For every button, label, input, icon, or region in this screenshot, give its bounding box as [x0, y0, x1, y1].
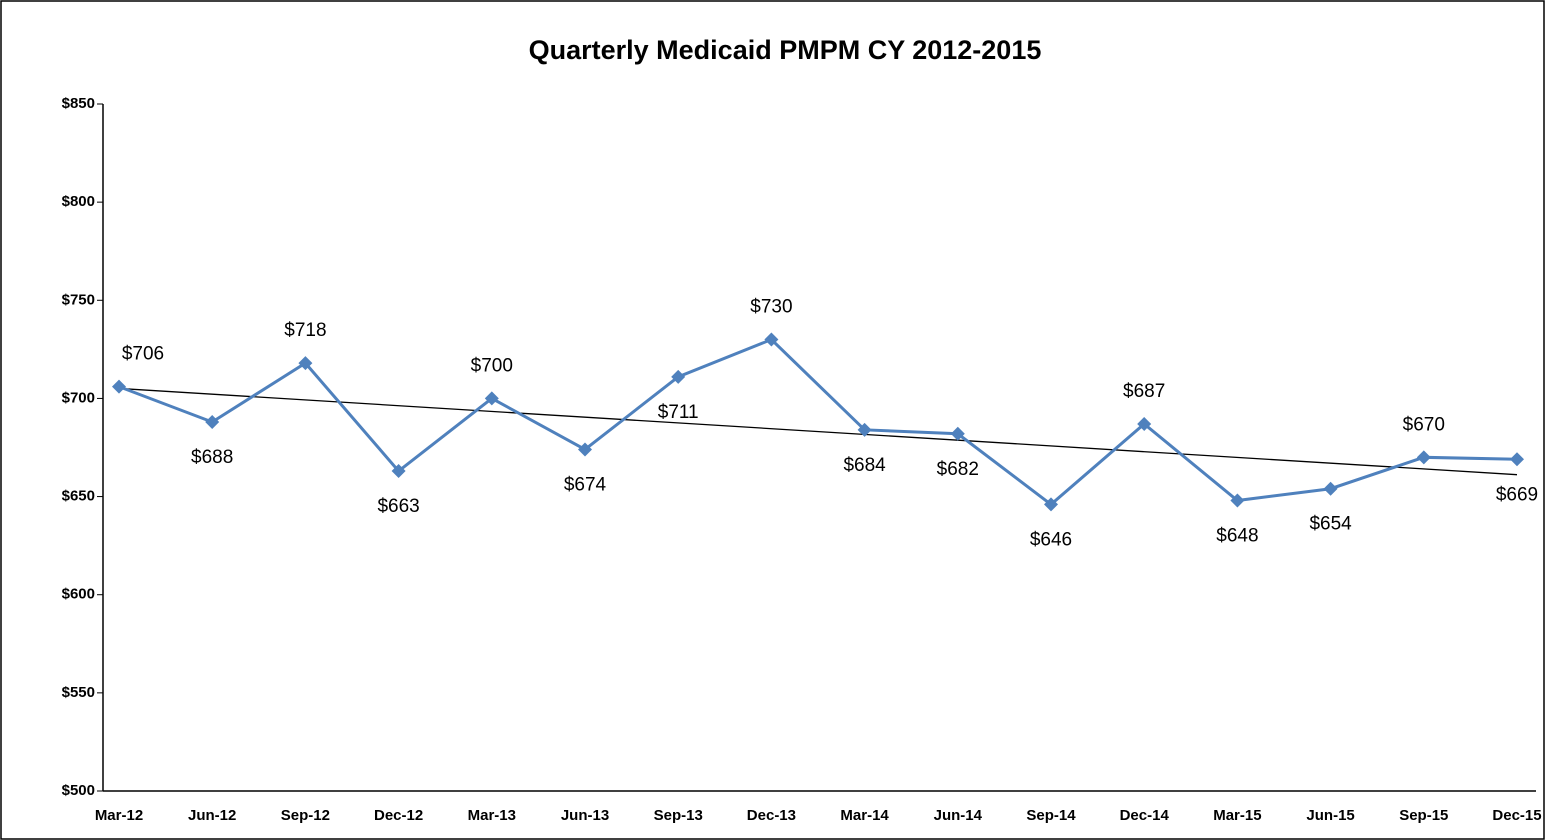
data-point [857, 422, 872, 437]
y-tick-label: $600 [62, 586, 95, 603]
x-tick-label: Mar-13 [468, 807, 516, 824]
data-label: $730 [750, 297, 792, 318]
data-label: $648 [1216, 526, 1258, 547]
x-tick-label: Sep-13 [654, 807, 703, 824]
data-label: $646 [1030, 529, 1072, 550]
data-label: $663 [377, 496, 419, 517]
data-point [205, 414, 220, 429]
x-tick-label: Sep-12 [281, 807, 330, 824]
data-label: $711 [658, 402, 699, 423]
x-tick-label: Mar-12 [95, 807, 143, 824]
data-point [764, 332, 779, 347]
data-label: $670 [1403, 414, 1445, 435]
data-point [1323, 481, 1338, 496]
y-tick-label: $800 [62, 193, 95, 210]
x-tick-label: Mar-15 [1213, 807, 1261, 824]
x-tick-label: Jun-13 [561, 807, 609, 824]
x-tick-label: Jun-12 [188, 807, 236, 824]
data-point [1044, 497, 1058, 512]
x-tick-label: Jun-15 [1306, 807, 1354, 824]
data-point [112, 379, 126, 394]
data-point [1416, 450, 1431, 465]
x-tick-label: Dec-13 [747, 807, 796, 824]
y-tick-label: $850 [62, 95, 95, 112]
y-tick-label: $650 [62, 488, 95, 505]
data-label: $687 [1123, 381, 1165, 402]
data-label: $669 [1496, 484, 1538, 505]
data-label: $682 [937, 459, 979, 480]
data-label: $700 [471, 355, 513, 376]
data-label: $688 [191, 447, 233, 468]
x-tick-label: Jun-14 [934, 807, 983, 824]
data-label: $718 [284, 320, 326, 341]
data-label: $684 [843, 455, 886, 476]
data-point [1137, 416, 1152, 431]
x-tick-label: Mar-14 [840, 807, 889, 824]
data-point [298, 356, 313, 371]
chart-title: Quarterly Medicaid PMPM CY 2012-2015 [529, 35, 1042, 65]
data-label: $654 [1309, 514, 1352, 535]
data-point [578, 442, 592, 457]
x-tick-label: Dec-14 [1120, 807, 1170, 824]
y-tick-label: $750 [62, 291, 95, 308]
x-tick-label: Dec-12 [374, 807, 423, 824]
y-tick-label: $550 [62, 684, 95, 701]
data-label: $706 [122, 344, 164, 365]
trendline [118, 387, 1518, 476]
data-point [1510, 452, 1524, 467]
series-line [118, 337, 1518, 507]
x-tick-label: Sep-14 [1026, 807, 1076, 824]
data-label: $674 [564, 474, 607, 495]
data-point [391, 464, 406, 479]
data-point [950, 426, 965, 441]
y-tick-label: $700 [62, 389, 95, 406]
data-point [671, 369, 686, 384]
data-point [1230, 493, 1245, 508]
data-point [484, 391, 499, 406]
y-tick-label: $500 [62, 782, 95, 799]
x-tick-label: Dec-15 [1492, 807, 1541, 824]
x-tick-label: Sep-15 [1399, 807, 1448, 824]
